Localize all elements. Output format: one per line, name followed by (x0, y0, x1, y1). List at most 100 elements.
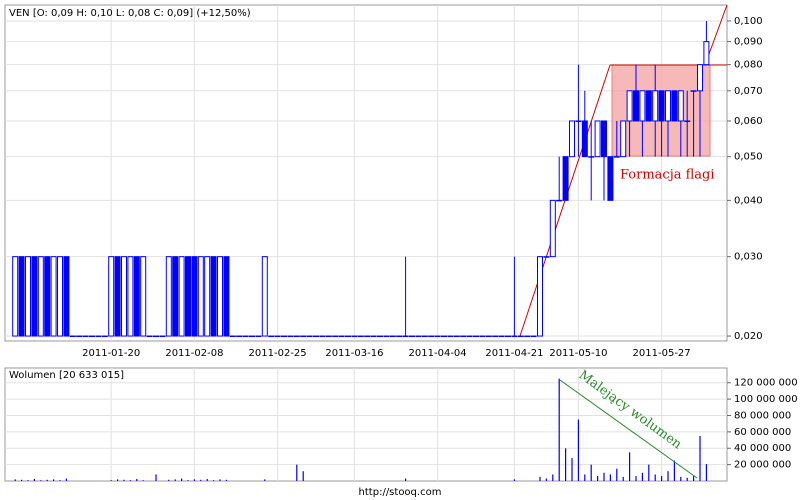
volume-bar (296, 464, 298, 481)
candle-body (242, 335, 249, 338)
candle-body (453, 335, 460, 338)
candle-body (281, 335, 287, 338)
volume-bar (545, 478, 547, 481)
volume-bar (123, 479, 125, 481)
candle-body (684, 120, 691, 122)
candle-body (620, 120, 627, 158)
volume-panel (4, 367, 728, 482)
candle-body (652, 90, 659, 122)
candle-body (261, 256, 268, 337)
candle-body (524, 335, 531, 338)
candle-body (146, 335, 153, 338)
candle-body (485, 335, 492, 338)
volume-bar (264, 479, 266, 481)
candle-body (18, 256, 25, 337)
volume-bar (513, 479, 515, 481)
candle-body (306, 335, 313, 338)
volume-bar (558, 378, 560, 481)
candle-body (217, 256, 223, 337)
candle-body (409, 335, 415, 338)
candle-body (69, 335, 76, 338)
candle-body (505, 335, 511, 338)
candle-body (601, 120, 607, 158)
candle-body (255, 335, 262, 338)
volume-bar (33, 478, 35, 481)
volume-bar (693, 476, 695, 481)
volume-bar (641, 472, 643, 481)
volume-bar (565, 448, 567, 481)
candle-body (396, 335, 403, 338)
candle-body (178, 256, 185, 337)
candle-body (517, 335, 524, 338)
volume-bar (699, 435, 701, 481)
y-tick-label: 0,020 (734, 331, 763, 342)
volume-trend-line (559, 379, 698, 479)
x-tick-label: 2011-05-27 (633, 348, 691, 359)
volume-bar (635, 476, 637, 481)
y-tick-label: 120 000 000 (734, 378, 798, 389)
volume-bar (193, 479, 195, 481)
candle-body (95, 335, 102, 338)
x-tick-label: 2011-05-10 (549, 348, 607, 359)
y-tick-label: 0,080 (734, 60, 763, 71)
y-tick-label: 0,100 (734, 16, 763, 27)
candle-body (50, 256, 57, 337)
candle-body (677, 90, 684, 122)
candle-body (511, 335, 518, 338)
candle-body (530, 335, 537, 338)
candle-body (31, 256, 38, 337)
y-tick-label: 80 000 000 (734, 410, 791, 421)
candle-body (140, 256, 147, 337)
candle-body (172, 256, 179, 337)
candle-body (690, 90, 697, 92)
candle-body (428, 335, 435, 338)
candle-body (57, 256, 63, 337)
y-tick-label: 20 000 000 (734, 460, 791, 471)
y-tick-label: 0,030 (734, 252, 763, 263)
volume-bar (142, 480, 144, 481)
marks-layer (12, 20, 710, 481)
candle-body (658, 90, 665, 122)
y-tick-label: 60 000 000 (734, 427, 791, 438)
volume-bar (117, 479, 119, 481)
candle-body (447, 335, 454, 338)
candle-body (293, 335, 300, 338)
volume-bar (577, 419, 579, 481)
candle-body (389, 335, 396, 338)
volume-bar (46, 479, 48, 481)
candle-body (229, 335, 236, 338)
candle-body (549, 199, 556, 258)
candle-body (63, 256, 70, 337)
volume-bar (552, 474, 554, 481)
candle-body (460, 335, 467, 338)
candle-body (697, 64, 703, 92)
candle-body (114, 256, 121, 337)
candle-body (274, 335, 281, 338)
candle-body (185, 256, 191, 337)
volume-bar (590, 464, 592, 481)
candle-body (575, 120, 582, 122)
candle-body (626, 90, 633, 122)
volume-bar (213, 480, 215, 481)
volume-bar (616, 468, 618, 481)
x-tick-label: 2011-02-08 (165, 348, 223, 359)
candle-body (159, 335, 166, 338)
volume-bar (609, 474, 611, 481)
volume-bar (219, 479, 221, 481)
candle-body (537, 256, 543, 337)
candle-body (556, 199, 563, 202)
candle-body (594, 120, 601, 158)
volume-bar (59, 480, 61, 481)
volume-bar (174, 479, 176, 481)
candle-body (645, 90, 652, 122)
candle-body (479, 335, 486, 338)
footer: http://stooq.com (359, 487, 442, 498)
volume-bar (648, 464, 650, 481)
candle-body (473, 335, 479, 338)
candle-body (89, 335, 95, 338)
annotation: Formacja flagi (620, 168, 715, 183)
candle-body (325, 335, 332, 338)
